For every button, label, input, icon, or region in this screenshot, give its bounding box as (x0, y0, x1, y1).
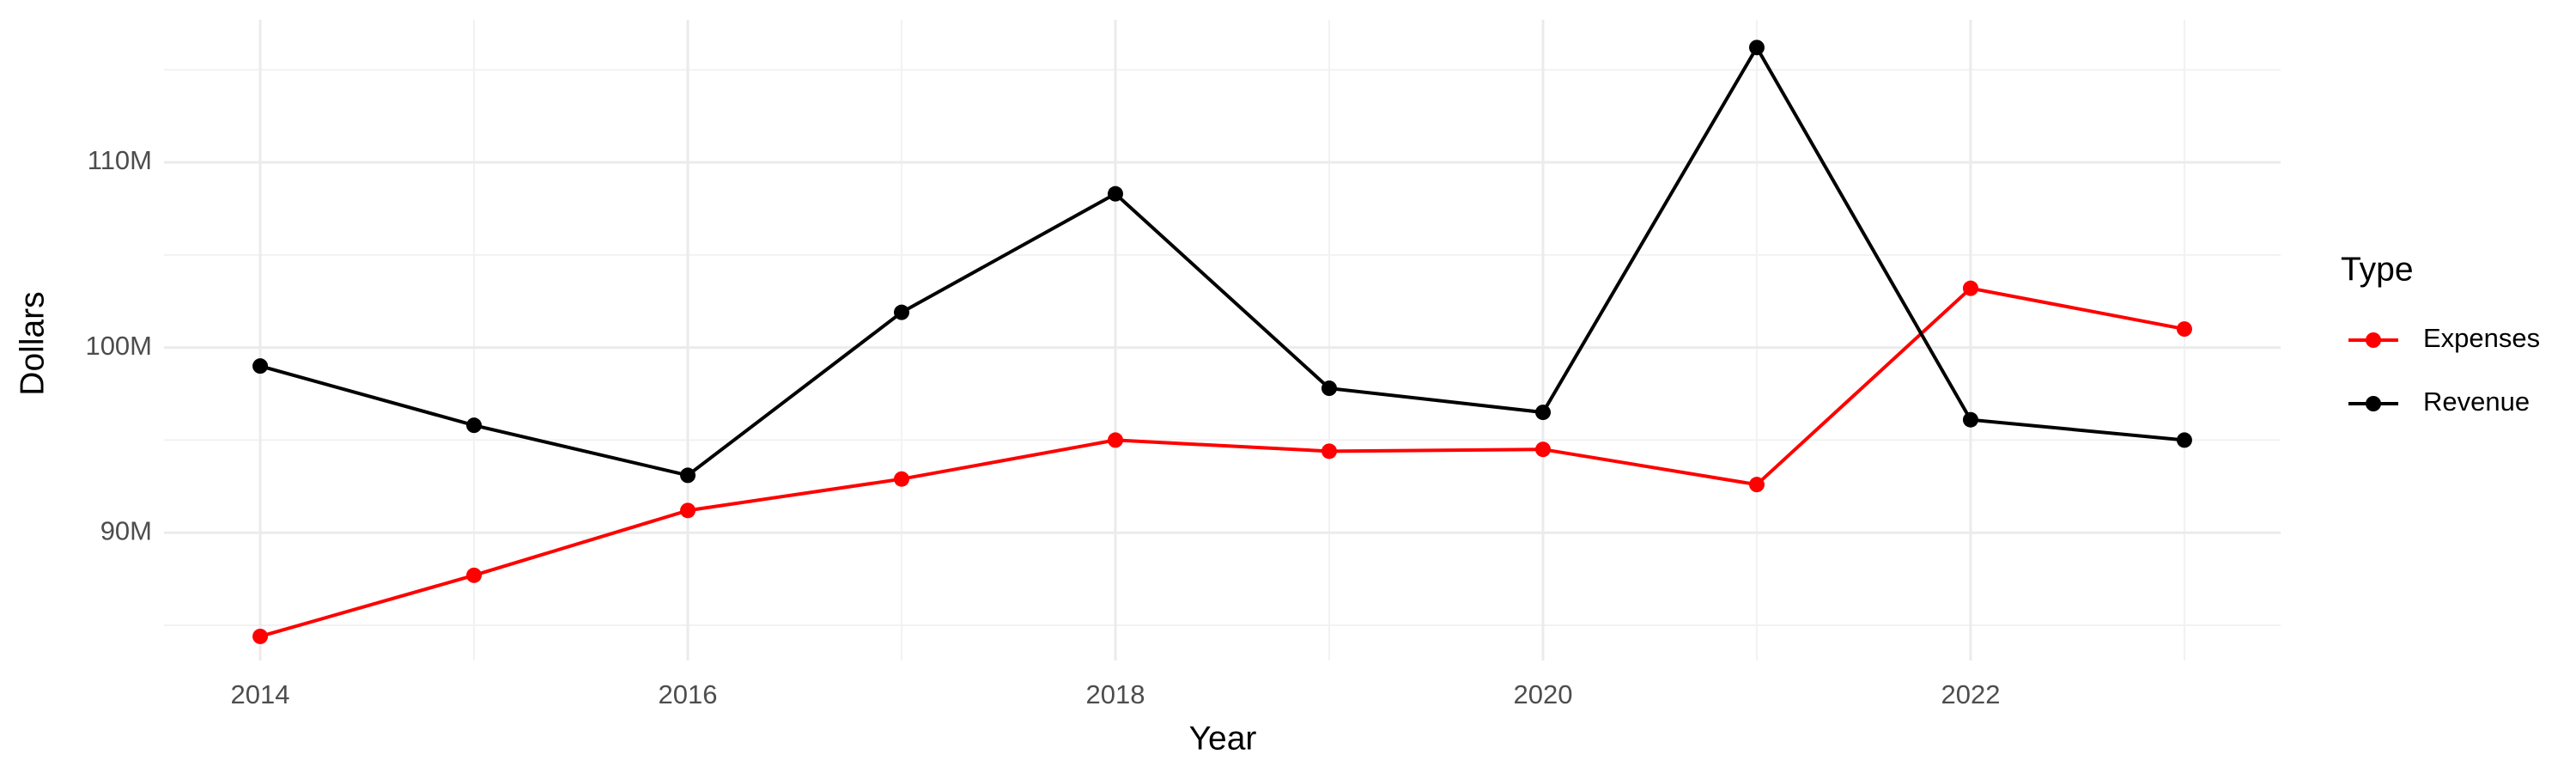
series-line (259, 286, 2185, 638)
y-axis-title: Dollars (14, 291, 51, 395)
data-point (894, 304, 910, 320)
x-tick-label: 2014 (231, 679, 290, 709)
x-tick-label: 2016 (659, 679, 718, 709)
data-point (1108, 186, 1124, 202)
data-point (680, 467, 696, 484)
data-point (1962, 280, 1978, 296)
data-point (1108, 432, 1124, 448)
legend-key-point (2366, 332, 2381, 348)
data-point (466, 567, 483, 583)
data-point (2176, 321, 2192, 338)
x-tick-label: 2020 (1514, 679, 1573, 709)
data-point (252, 358, 269, 374)
data-point (1321, 380, 1337, 397)
data-point (680, 502, 696, 519)
y-tick-label: 110M (88, 145, 152, 175)
data-point (1748, 477, 1765, 493)
x-axis-title: Year (1189, 720, 1257, 757)
data-point (466, 417, 483, 434)
legend-key-point (2366, 396, 2381, 411)
data-point (894, 471, 910, 487)
y-tick-label: 90M (100, 515, 152, 545)
legend-label: Expenses (2423, 323, 2540, 353)
series-line (259, 44, 2185, 478)
legend-label: Revenue (2423, 386, 2530, 417)
data-point (1534, 405, 1551, 421)
y-tick-label: 100M (85, 331, 152, 361)
data-point (1962, 411, 1978, 428)
data-point (1534, 441, 1551, 458)
data-point (252, 628, 269, 644)
data-point (1321, 443, 1337, 460)
x-tick-label: 2018 (1086, 679, 1145, 709)
data-point (2176, 432, 2192, 448)
x-tick-label: 2022 (1941, 679, 2000, 709)
legend-title: Type (2341, 251, 2414, 288)
data-point (1748, 40, 1765, 56)
